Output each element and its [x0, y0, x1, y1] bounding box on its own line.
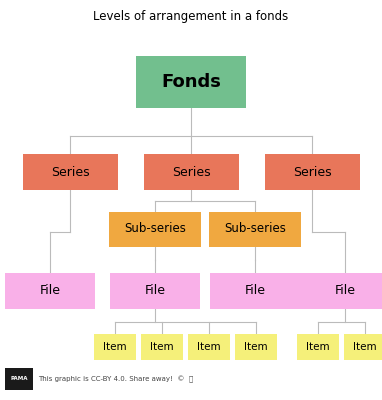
Text: Item: Item — [353, 342, 377, 352]
Text: Series: Series — [293, 166, 331, 178]
Text: This graphic is CC-BY 4.0. Share away!  ©  ⓘ: This graphic is CC-BY 4.0. Share away! ©… — [38, 375, 193, 383]
FancyBboxPatch shape — [300, 273, 382, 309]
FancyBboxPatch shape — [264, 154, 359, 190]
FancyBboxPatch shape — [94, 334, 136, 360]
Text: Series: Series — [172, 166, 210, 178]
Text: Item: Item — [306, 342, 330, 352]
Text: Item: Item — [244, 342, 268, 352]
Text: Fonds: Fonds — [161, 73, 221, 91]
FancyBboxPatch shape — [188, 334, 230, 360]
FancyBboxPatch shape — [141, 334, 183, 360]
Text: Sub-series: Sub-series — [224, 222, 286, 236]
FancyBboxPatch shape — [235, 334, 277, 360]
FancyBboxPatch shape — [210, 273, 300, 309]
Bar — [5, 368, 33, 390]
Text: File: File — [144, 284, 165, 298]
FancyBboxPatch shape — [5, 273, 95, 309]
FancyBboxPatch shape — [144, 154, 238, 190]
FancyBboxPatch shape — [297, 334, 339, 360]
Text: Item: Item — [150, 342, 174, 352]
Text: File: File — [244, 284, 265, 298]
Text: File: File — [39, 284, 60, 298]
FancyBboxPatch shape — [110, 273, 200, 309]
Text: Series: Series — [51, 166, 89, 178]
Text: Item: Item — [103, 342, 127, 352]
Text: File: File — [335, 284, 356, 298]
Text: Item: Item — [197, 342, 221, 352]
FancyBboxPatch shape — [109, 212, 201, 246]
Text: PAMA: PAMA — [10, 376, 28, 382]
FancyBboxPatch shape — [136, 56, 246, 108]
Text: Sub-series: Sub-series — [124, 222, 186, 236]
Text: Levels of arrangement in a fonds: Levels of arrangement in a fonds — [93, 10, 289, 23]
FancyBboxPatch shape — [344, 334, 382, 360]
FancyBboxPatch shape — [209, 212, 301, 246]
FancyBboxPatch shape — [23, 154, 118, 190]
